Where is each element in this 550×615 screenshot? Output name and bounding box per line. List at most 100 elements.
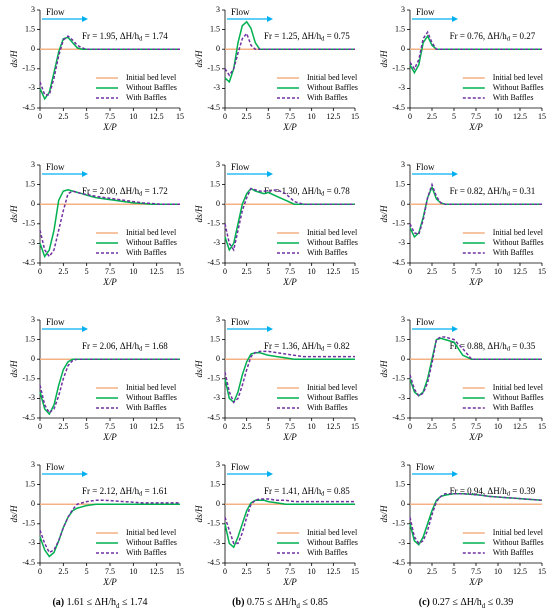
x-tick-label: 0 [38,422,42,431]
y-axis-label: ds/H [379,50,389,68]
legend-label: Without Baffles [307,83,358,92]
legend-label: With Baffles [307,93,348,102]
panel: 31.50-1.5-3-4.50 2.5 5 7.5 10 12.5 15X/Pds/HFl… [194,5,359,132]
x-tick-label: 12.5 [326,422,340,431]
series-line [224,498,355,545]
y-tick-label: -1.5 [392,519,405,528]
y-axis-label: ds/H [194,505,204,523]
legend-label: With Baffles [307,248,348,257]
x-tick-label: 5 [266,267,270,276]
annotation-sub: d [321,36,325,43]
panel: 31.50-1.5-3-4.50 2.5 5 7.5 10 12.5 15X/Pds/HFl… [379,315,546,442]
x-tick-label: 0 [408,267,412,276]
legend-label: Without Baffles [307,238,358,247]
annotation-text: Fr = 0.94, ΔH/h [450,486,508,496]
y-tick-label: -1.5 [207,374,220,383]
series-line [224,351,355,404]
y-tick-label: -3 [398,538,405,547]
x-tick-label: 12.5 [150,267,164,276]
y-tick-label: 1.5 [395,179,405,188]
caption-text: 0.27 ≤ ΔH/h [430,597,482,608]
x-tick-label: 0 [223,422,227,431]
x-tick-label: 10 [308,112,316,121]
series-line [224,32,355,77]
annotation: Fr = 0.76, ΔH/hd = 0.27 [450,31,536,43]
x-tick-label: 15 [351,422,359,431]
flow-arrowhead [82,471,88,477]
annotation: Fr = 1.95, ΔH/hd = 1.74 [82,31,168,43]
legend-label: Without Baffles [126,83,177,92]
x-tick-label: 12.5 [513,267,527,276]
y-tick-label: -4.5 [207,103,220,112]
x-tick-label: 7.5 [285,567,295,576]
annotation-sub: d [139,346,143,353]
y-axis-label: ds/H [194,360,204,378]
annotation-sub: d [507,36,511,43]
y-tick-label: 0 [31,499,35,508]
panel: 31.50-1.5-3-4.50 2.5 5 7.5 10 12.5 15X/Pds/HFl… [379,460,546,587]
y-tick-label: -4.5 [392,413,405,422]
x-axis-label: X/P [282,122,297,132]
caption-sub: d [116,602,120,610]
x-tick-label: 12.5 [150,567,164,576]
x-axis-label: X/P [102,432,117,442]
annotation-text: Fr = 1.41, ΔH/h [264,486,322,496]
y-tick-label: -4.5 [392,258,405,267]
x-tick-label: 0 [408,567,412,576]
x-tick-label: 15 [538,267,546,276]
flow-label: Flow [416,462,435,472]
legend-label: Initial bed level [307,73,358,82]
annotation-sub: d [507,491,511,498]
x-tick-label: 10 [308,422,316,431]
flow-label: Flow [416,317,435,327]
caption-text: 1.61 ≤ ΔH/h [64,597,116,608]
y-tick-label: 1.5 [25,179,35,188]
annotation: Fr = 1.25, ΔH/hd = 0.75 [264,31,350,43]
annotation: Fr = 2.00, ΔH/hd = 1.72 [82,186,168,198]
y-tick-label: -3 [398,83,405,92]
x-tick-label: 15 [538,422,546,431]
x-tick-label: 7.5 [105,112,115,121]
annotation-sub: d [321,191,325,198]
y-tick-label: 3 [216,160,220,169]
x-tick-label: 5 [85,267,89,276]
annotation-sub: d [507,191,511,198]
annotation-text: Fr = 0.82, ΔH/h [450,186,508,196]
y-tick-label: -4.5 [207,558,220,567]
legend-label: With Baffles [126,548,167,557]
y-axis-label: ds/H [9,205,19,223]
y-tick-label: -1.5 [207,219,220,228]
y-tick-label: -1.5 [207,64,220,73]
x-tick-label: 2.5 [58,112,68,121]
x-tick-label: 0 [408,422,412,431]
series-line [409,34,542,75]
x-tick-label: 0 [408,112,412,121]
x-tick-label: 5 [266,422,270,431]
x-axis-label: X/P [102,277,117,287]
series-line [409,337,542,397]
annotation-tail: = 0.82 [324,341,349,351]
caption: (a) 1.61 ≤ ΔH/hd ≤ 1.74 [52,597,147,609]
flow-label: Flow [231,462,250,472]
annotation-text: Fr = 1.95, ΔH/h [82,31,140,41]
annotation-text: Fr = 2.00, ΔH/h [82,186,140,196]
legend-label: With Baffles [126,248,167,257]
flow-label: Flow [46,7,65,17]
legend-label: Initial bed level [126,228,177,237]
panel: 31.50-1.5-3-4.50 2.5 5 7.5 10 12.5 15X/Pds/HFl… [379,160,546,287]
x-tick-label: 10 [129,567,137,576]
annotation-text: Fr = 1.25, ΔH/h [264,31,322,41]
x-axis-label: X/P [282,277,297,287]
x-tick-label: 12.5 [326,267,340,276]
x-tick-label: 5 [452,567,456,576]
flow-arrowhead [267,326,273,332]
flow-label: Flow [416,162,435,172]
x-tick-label: 2.5 [427,567,437,576]
legend-label: Initial bed level [307,383,358,392]
x-tick-label: 2.5 [242,422,252,431]
x-tick-label: 15 [538,112,546,121]
series-line [409,30,542,71]
y-axis-label: ds/H [9,360,19,378]
y-tick-label: 1.5 [395,24,405,33]
x-tick-label: 7.5 [471,567,481,576]
